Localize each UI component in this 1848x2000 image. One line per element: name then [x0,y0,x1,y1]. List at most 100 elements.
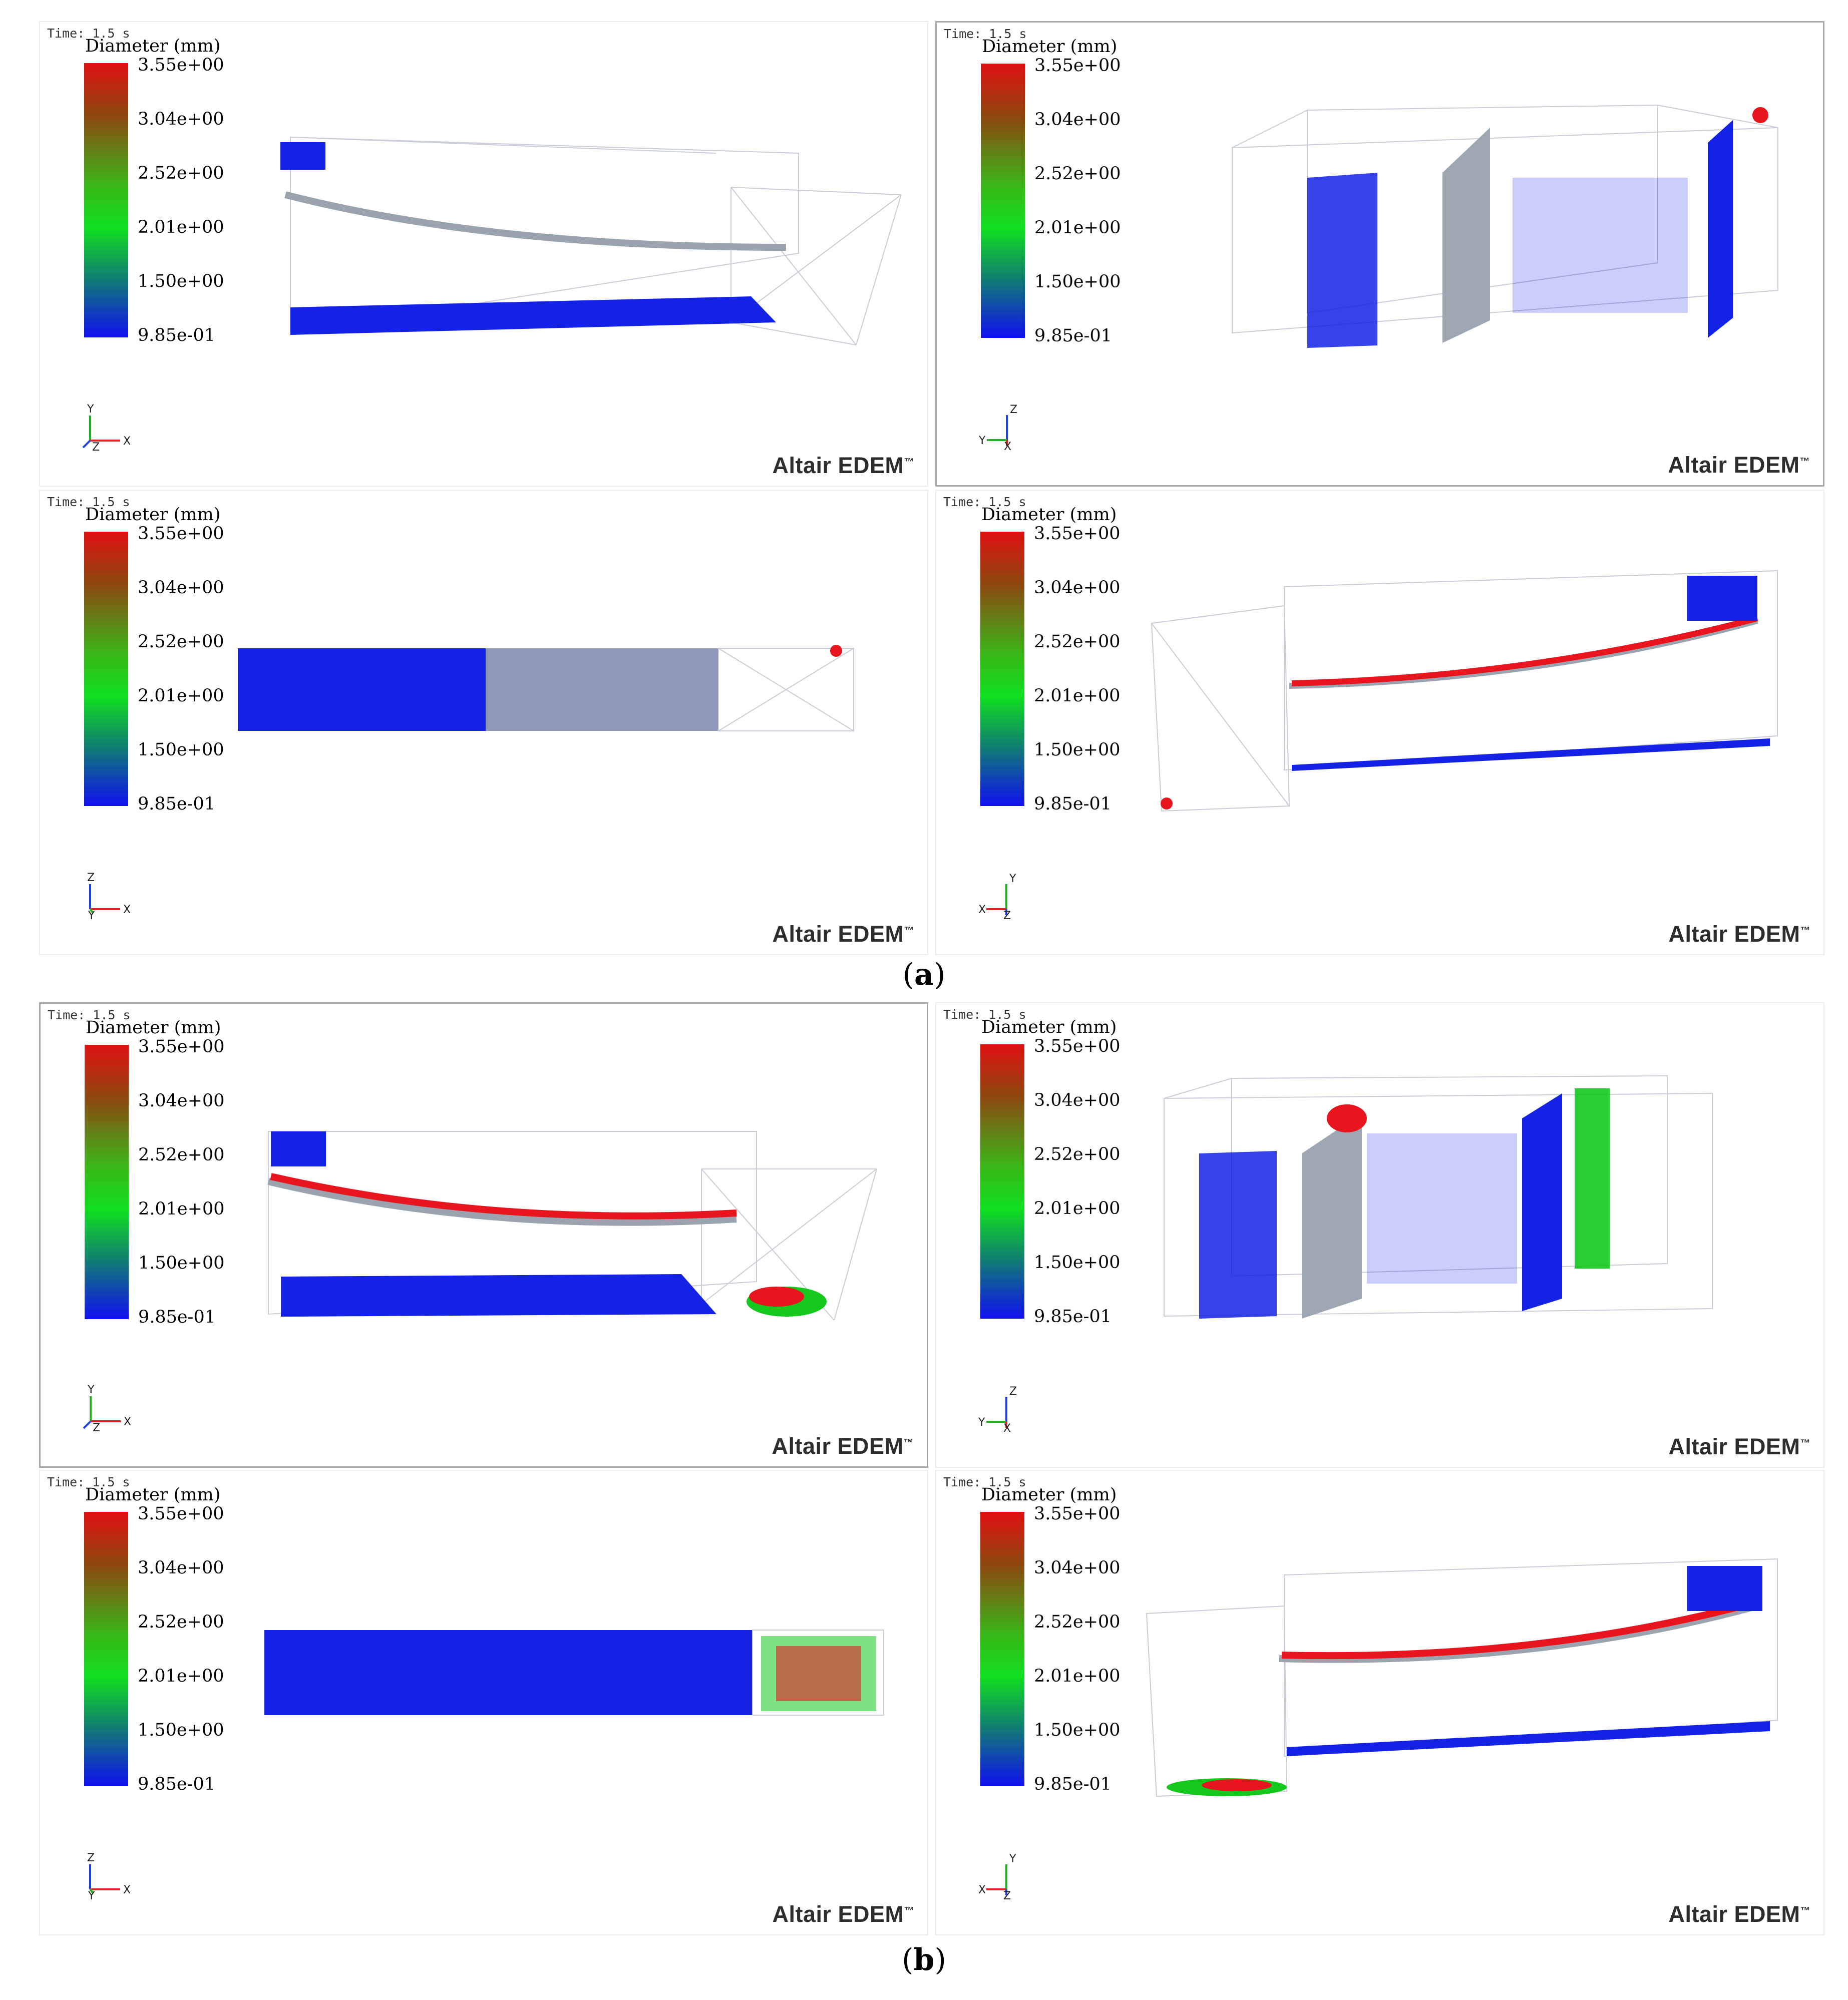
axis-label-up: Y [87,403,94,416]
viewport-b-back[interactable]: Time: 1.5 s Diameter (mm) 3.55e+00 3.04e… [935,1470,1824,1935]
legend-tick: 9.85e-01 [138,1774,216,1794]
scene-a-top [238,645,854,731]
legend-tick: 2.01e+00 [138,686,224,706]
legend-tick: 2.01e+00 [138,1199,225,1219]
colorbar [981,64,1025,338]
viewport-b-side[interactable]: Time: 1.5 s Diameter (mm) 3.55e+00 3.04e… [935,1002,1824,1468]
legend-tick: 3.55e+00 [1034,524,1121,544]
scene-b-front [267,1131,877,1321]
axis-label-up: Z [87,872,95,884]
axis-label-depth: Z [92,441,100,451]
axis-triad-icon: Z X Y [87,1852,131,1899]
axis-label-right: X [124,1416,131,1428]
legend-tick: 2.01e+00 [1034,686,1121,706]
brand-logo: Altair EDEM™ [1668,1901,1810,1927]
legend-tick: 3.04e+00 [138,1558,224,1578]
legend-tick: 3.04e+00 [138,1091,225,1111]
axis-triad-icon: Y X Z [978,873,1016,919]
time-label: Time: 1.5 s [47,26,130,41]
colorbar [84,532,128,806]
legend-title: Diameter (mm) [86,1018,221,1038]
legend-tick: 3.55e+00 [138,1037,225,1057]
brand-logo: Altair EDEM™ [772,1901,914,1927]
scene-b-side [1164,1075,1713,1319]
axis-label-right: X [978,1884,986,1896]
legend-tick: 2.52e+00 [138,163,224,183]
axis-label-right: Y [978,435,986,447]
legend-title: Diameter (mm) [982,37,1118,57]
axis-label-right: Y [978,1416,985,1429]
legend-tick: 2.01e+00 [1034,218,1121,238]
axis-label-up: Z [1010,404,1017,416]
colorbar [980,532,1024,806]
legend-tick: 9.85e-01 [1034,1774,1112,1794]
axis-label-depth: Z [93,1422,100,1431]
viewport-b-top[interactable]: Time: 1.5 s Diameter (mm) 3.55e+00 3.04e… [39,1470,928,1935]
legend-tick: 2.52e+00 [138,632,224,652]
legend-title: Diameter (mm) [981,1485,1117,1505]
legend-tick: 3.04e+00 [138,578,224,598]
legend-tick: 3.04e+00 [1034,1090,1121,1110]
time-label: Time: 1.5 s [943,495,1026,509]
legend-tick: 2.52e+00 [1034,1144,1121,1164]
caption-b: (b) [902,1942,946,1977]
colorbar [85,1045,129,1319]
axis-label-up: Z [87,1852,95,1864]
viewport-a-back[interactable]: Time: 1.5 s Diameter (mm) 3.55e+00 3.04e… [935,490,1824,955]
legend-tick: 3.55e+00 [138,55,224,75]
time-label: Time: 1.5 s [47,1475,130,1489]
legend-tick: 3.04e+00 [1034,1558,1121,1578]
legend-tick: 2.01e+00 [138,1666,224,1686]
legend-tick: 9.85e-01 [138,325,216,345]
viewport-a-side[interactable]: Time: 1.5 s Diameter (mm) 3.55e+00 3.04e… [935,21,1824,487]
legend-tick: 2.52e+00 [138,1612,224,1632]
colorbar [84,1512,128,1786]
scene-a-front [280,136,902,345]
axis-label-depth: Y [88,910,95,919]
colorbar [84,63,128,337]
time-label: Time: 1.5 s [943,1007,1026,1022]
axis-label-depth: Z [1003,1890,1011,1899]
legend-tick: 3.55e+00 [138,1504,224,1524]
axis-triad-icon: Y X Z [82,403,131,451]
viewport-a-top[interactable]: Time: 1.5 s Diameter (mm) 3.55e+00 3.04e… [39,490,928,955]
legend-tick: 9.85e-01 [1034,794,1112,814]
axis-triad-icon: Z Y X [978,404,1017,450]
viewport-a-front[interactable]: Time: 1.5 s Diameter (mm) 3.55e+00 3.04e… [39,21,928,487]
legend-tick: 1.50e+00 [138,1253,225,1273]
legend-tick: 9.85e-01 [1034,326,1113,346]
caption-a: (a) [902,957,946,992]
legend-tick: 2.01e+00 [1034,1666,1121,1686]
axis-label-up: Y [1009,1853,1016,1865]
axis-label-up: Z [1009,1385,1017,1398]
legend-title: Diameter (mm) [85,36,221,56]
legend-tick: 2.01e+00 [1034,1198,1121,1219]
legend-tick: 1.50e+00 [138,271,224,291]
axis-label-right: X [123,904,131,916]
viewport-b-front[interactable]: Time: 1.5 s Diameter (mm) 3.55e+00 3.04e… [39,1002,928,1468]
axis-label-up: Y [87,1384,95,1396]
axis-label-up: Y [1009,873,1016,885]
legend-tick: 1.50e+00 [138,740,224,760]
legend-tick: 2.52e+00 [1034,632,1121,652]
axis-label-right: X [978,904,986,916]
legend-tick: 1.50e+00 [1034,272,1121,292]
legend-tick: 2.01e+00 [138,217,224,237]
scene-b-back [1146,1558,1778,1797]
legend-tick: 1.50e+00 [1034,1720,1121,1740]
axis-label-depth: X [1003,1422,1011,1432]
scene-a-side [1232,104,1778,348]
legend-tick: 1.50e+00 [1034,1253,1121,1273]
legend-tick: 3.55e+00 [1034,1036,1121,1056]
brand-logo: Altair EDEM™ [772,453,914,478]
legend-tick: 1.50e+00 [1034,740,1121,760]
legend-title: Diameter (mm) [85,505,221,525]
legend-tick: 2.52e+00 [1034,1612,1121,1632]
legend-tick: 2.52e+00 [138,1145,225,1165]
legend-tick: 9.85e-01 [1034,1307,1112,1327]
axis-label-depth: Z [1003,910,1011,919]
colorbar [980,1512,1024,1786]
scene-b-top [264,1630,884,1716]
brand-logo: Altair EDEM™ [1668,1434,1810,1459]
axis-label-right: X [123,435,131,448]
